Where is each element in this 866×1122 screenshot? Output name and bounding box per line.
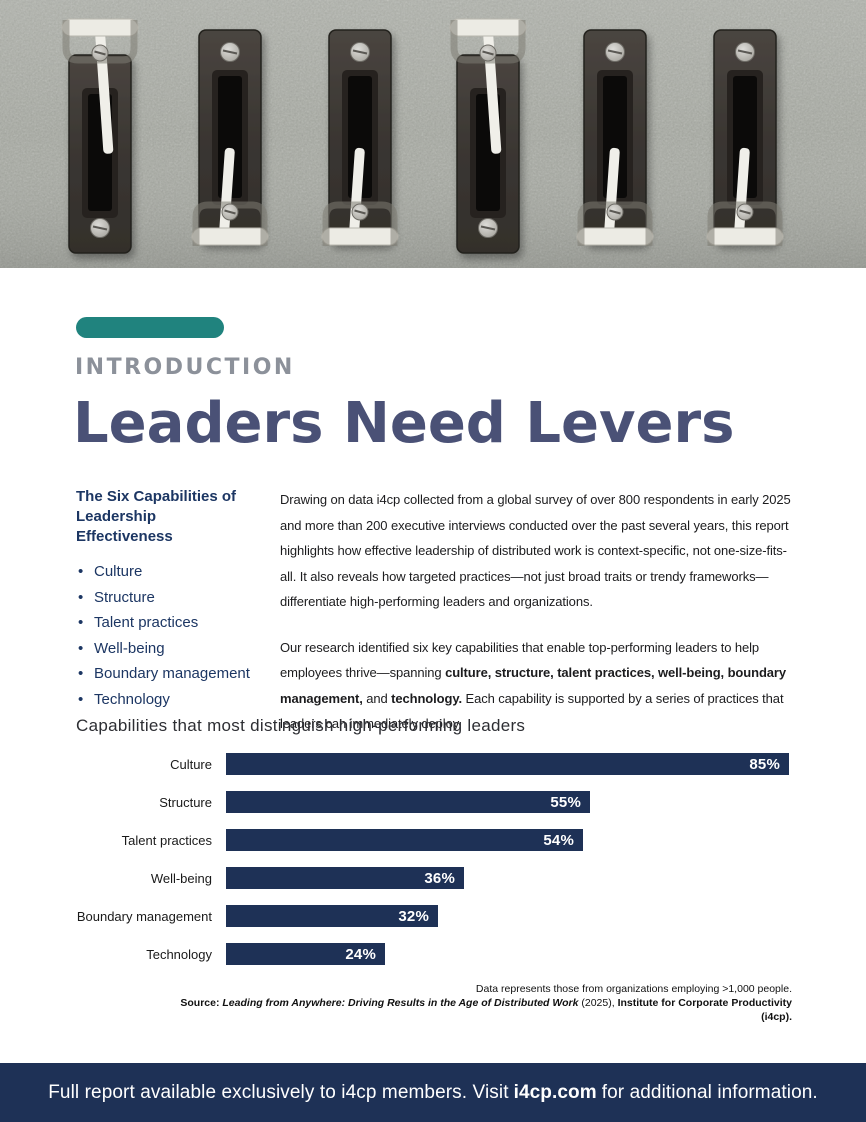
capability-item: Well-being [76,636,272,662]
chart-value-label: 36% [424,869,455,887]
footer-text-after: for additional information. [601,1081,818,1103]
chart-row: Culture 85% [76,753,794,775]
light-switch-5-down [576,29,654,246]
bar-chart: Culture 85% Structure 55% Talent practices 54… [76,753,794,981]
chart-bar-segment: 24% [226,943,385,965]
footer-text-before: Full report available exclusively to i4c… [48,1081,509,1103]
chart-category-label: Culture [170,756,212,772]
capability-item: Technology [76,687,272,713]
chart-note: Data represents those from organizations… [172,982,792,1024]
intro-body: Drawing on data i4cp collected from a gl… [280,487,794,757]
i4cp-link[interactable]: i4cp.com [513,1081,597,1103]
chart-row: Technology 24% [76,943,794,965]
paragraph2-bold-capabilities: culture, structure, talent practices, we… [280,665,787,706]
capability-item: Boundary management [76,661,272,687]
paragraph2-mid: and [362,690,392,706]
chart-category-label: Talent practices [121,832,212,848]
chart-value-label: 32% [398,907,429,925]
chart-row: Structure 55% [76,791,794,813]
hero-image [0,0,866,268]
chart-row: Well-being 36% [76,867,794,889]
chart-category-label: Well-being [150,870,212,886]
intro-paragraph-1: Drawing on data i4cp collected from a gl… [280,492,791,609]
light-switch-2-down [191,29,269,246]
intro-paragraph-2: Our research identified six key capabili… [280,635,794,737]
chart-bar-segment: 54% [226,829,583,851]
capability-item: Culture [76,559,272,585]
paragraph2-tail: Each capability is supported by a series… [280,690,784,732]
capability-item: Talent practices [76,610,272,636]
chart-source-line: Source: Leading from Anywhere: Driving R… [172,996,792,1024]
chart-bar-segment: 85% [226,753,789,775]
source-label: Source: [180,997,223,1009]
chart-bar-segment: 55% [226,791,590,813]
chart-value-label: 55% [550,793,581,811]
chart-value-label: 85% [749,755,780,773]
light-switch-1-up [61,18,139,254]
light-switch-6-down [706,29,784,246]
section-eyebrow: INTRODUCTION [75,355,295,380]
source-org: Institute for Corporate Productivity (i4… [617,997,792,1023]
chart-note-line: Data represents those from organizations… [475,983,792,995]
chart-value-label: 24% [345,945,376,963]
chart-bar-segment: 36% [226,867,464,889]
paragraph2-bold-technology: technology. [391,690,463,706]
chart-value-label: 54% [543,831,574,849]
chart-bar-segment: 32% [226,905,438,927]
sidebar-heading: The Six Capabilities of Leadership Effec… [76,488,237,545]
light-switches-photo [0,0,866,268]
capabilities-list: CultureStructureTalent practicesWell-bei… [76,559,272,712]
chart-row: Talent practices 54% [76,829,794,851]
capabilities-sidebar: The Six Capabilities of Leadership Effec… [76,487,272,757]
light-switch-3-down [321,29,399,246]
source-year: (2025), [578,997,618,1009]
chart-row: Boundary management 32% [76,905,794,927]
paragraph2-lead: Our research identified six key capabili… [280,639,760,681]
chart-category-label: Structure [159,794,212,810]
source-title: Leading from Anywhere: Driving Results i… [222,997,579,1009]
chart-category-label: Boundary management [76,908,212,924]
chart-category-label: Technology [146,946,212,962]
capability-item: Structure [76,585,272,611]
chart-title: Capabilities that most distinguish high-… [76,716,526,735]
page-title: Leaders Need Levers [73,391,735,456]
light-switch-4-up [449,18,527,254]
intro-section: The Six Capabilities of Leadership Effec… [76,487,794,757]
footer-banner: Full report available exclusively to i4c… [0,1063,866,1122]
accent-bar [76,317,224,338]
